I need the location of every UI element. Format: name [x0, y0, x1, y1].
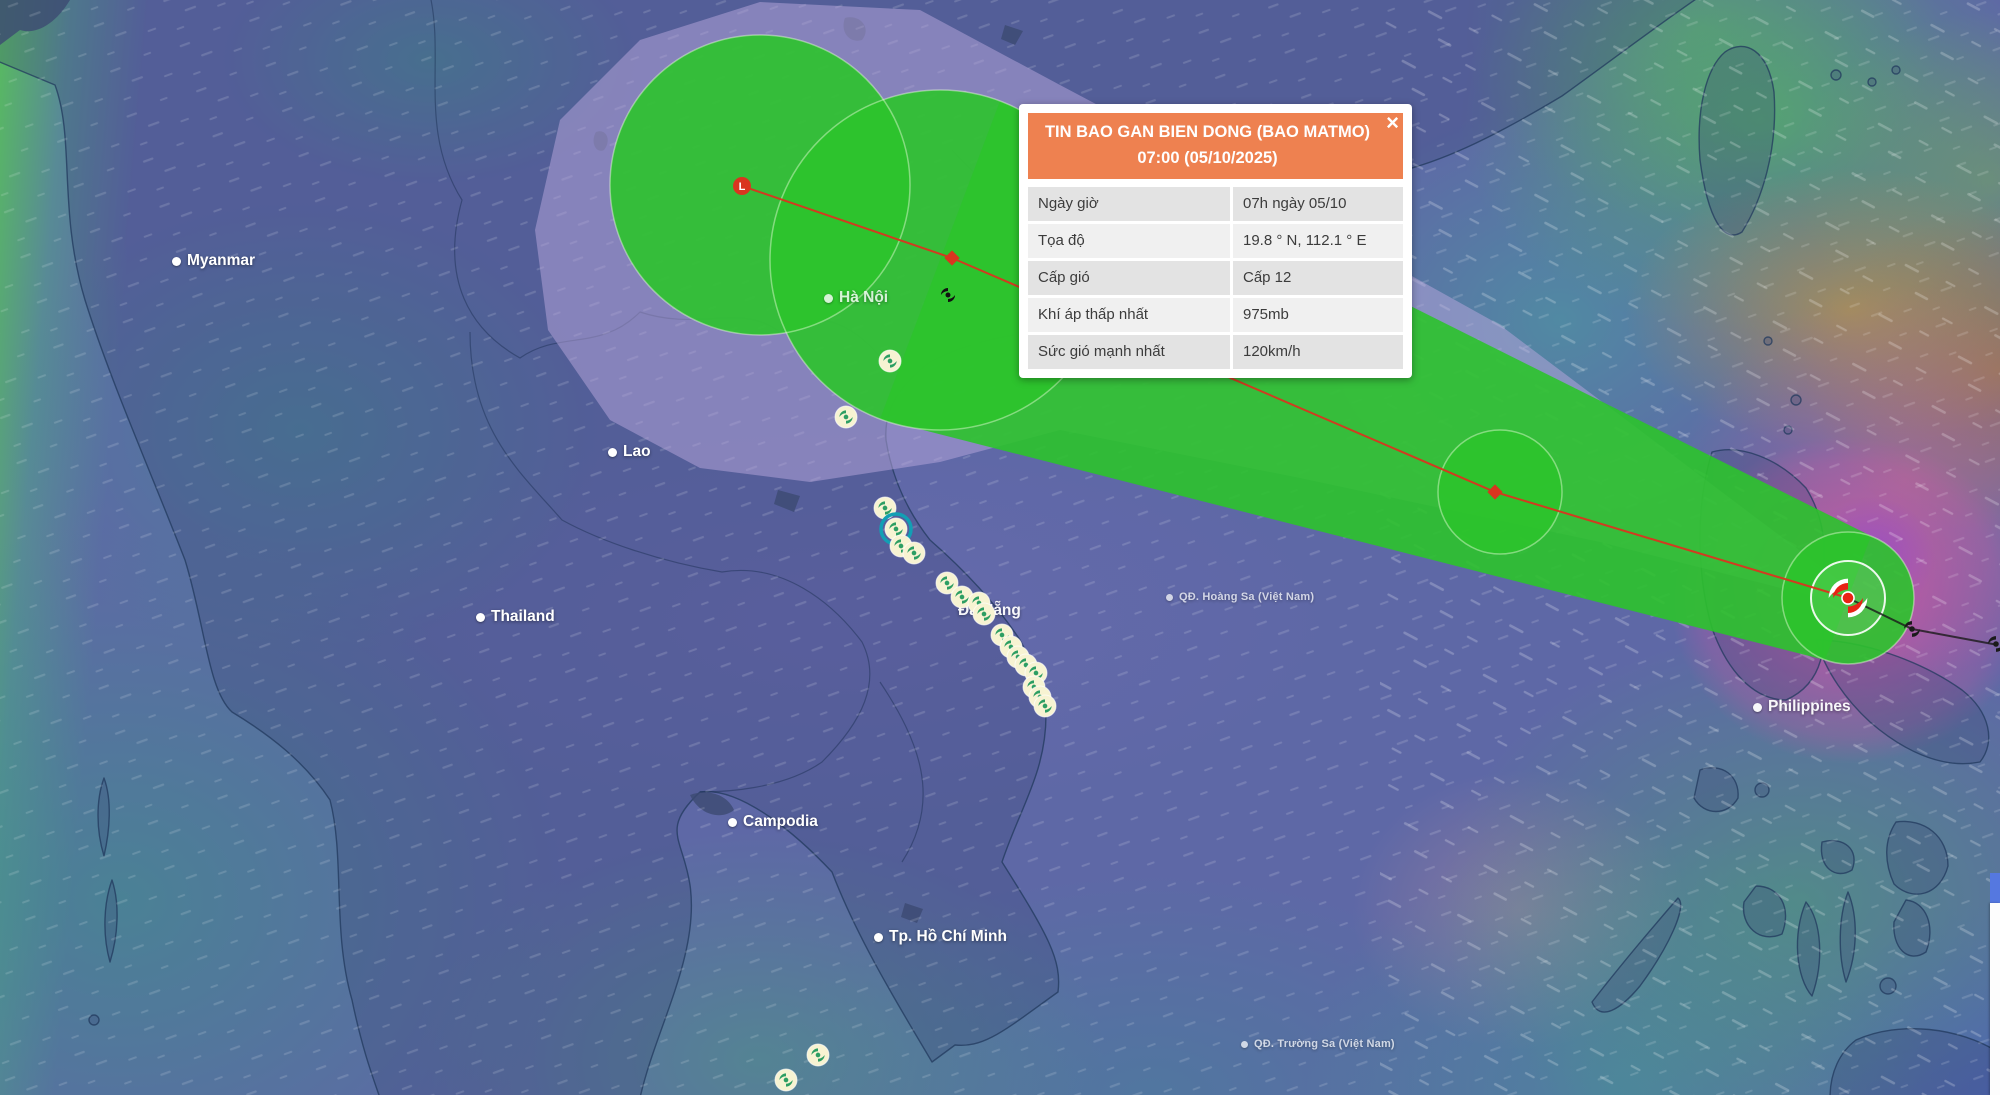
svg-text:L: L: [739, 181, 746, 193]
popup-row-value: 07h ngày 05/10: [1233, 186, 1403, 221]
storm-details-table: Ngày giờ 07h ngày 05/10 Tọa độ 19.8 ° N, 11…: [1028, 186, 1403, 369]
low-pressure-marker[interactable]: L: [733, 177, 751, 195]
map-ui-edge-strip: [1990, 903, 2000, 1095]
storm-history-icon[interactable]: [806, 1043, 830, 1067]
popup-row-label: Khí áp thấp nhất: [1028, 297, 1230, 332]
mini-storm-icon[interactable]: [940, 287, 956, 303]
current-storm-icon[interactable]: [1828, 578, 1868, 618]
storm-history-icon[interactable]: [1033, 694, 1057, 718]
forecast-waypoint-diamond[interactable]: [1487, 484, 1503, 500]
forecast-radius-circle: [609, 34, 911, 336]
popup-title: TIN BAO GAN BIEN DONG (BAO MATMO): [1044, 123, 1371, 141]
popup-row-label: Tọa độ: [1028, 223, 1230, 258]
popup-row-label: Cấp gió: [1028, 260, 1230, 295]
popup-row-value: 975mb: [1233, 297, 1403, 332]
popup-subtitle: 07:00 (05/10/2025): [1137, 149, 1278, 168]
past-storm-icon[interactable]: [1988, 636, 2000, 652]
popup-row: Cấp gió Cấp 12: [1028, 260, 1403, 295]
popup-row-value: Cấp 12: [1233, 260, 1403, 295]
popup-row-value: 120km/h: [1233, 334, 1403, 369]
past-storm-icon[interactable]: [1904, 621, 1920, 637]
popup-row: Tọa độ 19.8 ° N, 112.1 ° E: [1028, 223, 1403, 258]
storm-history-icon[interactable]: [902, 541, 926, 565]
storm-history-icon[interactable]: [774, 1068, 798, 1092]
popup-row-label: Ngày giờ: [1028, 186, 1230, 221]
storm-history-icon[interactable]: [935, 571, 959, 595]
storm-history-icon[interactable]: [834, 405, 858, 429]
close-icon[interactable]: ×: [1386, 110, 1399, 135]
popup-row-label: Sức gió mạnh nhất: [1028, 334, 1230, 369]
popup-row-value: 19.8 ° N, 112.1 ° E: [1233, 223, 1403, 258]
popup-row: Ngày giờ 07h ngày 05/10: [1028, 186, 1403, 221]
storm-info-popup: TIN BAO GAN BIEN DONG (BAO MATMO) 07:00 …: [1019, 104, 1412, 378]
storm-history-icon[interactable]: [972, 602, 996, 626]
forecast-radius-circle: [1781, 531, 1915, 665]
popup-row: Khí áp thấp nhất 975mb: [1028, 297, 1403, 332]
popup-row: Sức gió mạnh nhất 120km/h: [1028, 334, 1403, 369]
storm-history-icon[interactable]: [878, 349, 902, 373]
forecast-radius-circle: [1437, 429, 1563, 555]
map-ui-edge-button[interactable]: [1990, 873, 2000, 903]
popup-header: TIN BAO GAN BIEN DONG (BAO MATMO) 07:00 …: [1028, 113, 1403, 179]
